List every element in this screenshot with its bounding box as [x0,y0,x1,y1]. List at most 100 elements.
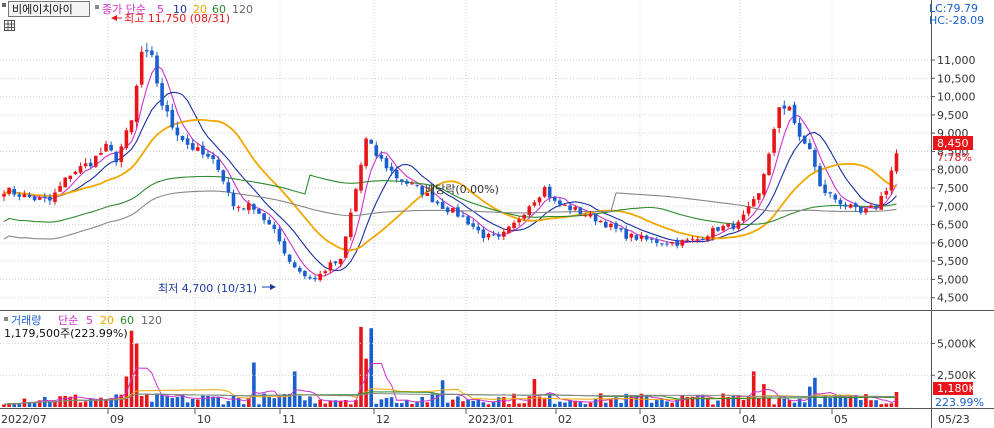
volume-bar [491,401,496,407]
volume-bar [394,402,399,407]
candle-body [537,197,542,203]
candle-body [716,227,720,231]
volume-bar [328,400,333,407]
low-arrow-icon [270,284,276,290]
candle-body [894,153,899,172]
candle-body [185,138,190,145]
volume-bar [83,401,88,407]
volume-bar [435,394,440,407]
volume-bar [879,404,883,407]
candle-body [389,166,394,171]
candle-body [481,229,486,238]
volume-bar [476,399,481,407]
volume-bar [889,403,894,407]
volume-bar [639,393,644,407]
volume-bar [211,396,215,407]
volume-bar [553,403,557,407]
candle-body [476,226,481,231]
volume-bar [471,400,475,407]
candle-body [12,189,16,195]
candle-body [262,213,266,221]
candle-body [848,204,853,208]
volume-bar [231,395,236,407]
candle-body [318,273,322,281]
candle-body [400,179,404,182]
ma-line-60 [3,174,897,226]
candle-body [231,192,236,207]
volume-bar [848,395,853,407]
volume-bar [609,398,613,407]
candle-body [190,143,195,150]
current-change: 7.78% [937,151,972,164]
volume-bar [150,401,154,407]
volume-bar [655,400,659,407]
volume-bar [400,403,404,407]
candle-body [308,277,312,279]
candle-body [201,145,205,155]
candle-body [364,138,368,167]
price-tick-label: 6,500 [937,219,969,232]
volume-bar [818,404,822,407]
candle-body [542,187,547,197]
grid-toggle-icon[interactable] [4,20,15,31]
candle-body [751,199,756,207]
volume-bar [456,396,460,407]
volume-bar [323,403,328,407]
price-tick-label: 5,500 [937,255,969,268]
volume-bar [78,402,83,407]
candle-body [384,157,389,169]
volume-bar [318,399,322,407]
candle-body [343,236,348,258]
candle-body [649,238,654,240]
volume-bar [155,393,159,407]
volume-bar [425,402,430,407]
stock-name-box[interactable] [8,1,90,17]
x-tick-label: 2022/07 [1,413,47,426]
volume-ma-5: 5 [86,314,93,327]
volume-bar [507,404,511,407]
volume-bar [823,395,827,407]
candle-body [226,182,231,193]
volume-bar [201,395,205,407]
volume-current-label: 1,180K [937,382,976,395]
candle-body [313,277,317,280]
volume-bar [7,403,11,407]
candle-body [114,152,118,163]
volume-bar [706,398,710,407]
price-tick-label: 4,500 [937,292,969,305]
volume-bar [894,391,899,407]
candle-body [73,171,78,175]
volume-bar [226,401,231,407]
candle-body [440,202,445,209]
candle-body [17,194,22,197]
candle-body [7,187,11,194]
candle-body [578,207,583,215]
candle-body [808,143,812,150]
volume-bar [573,400,577,407]
volume-bar [277,394,282,407]
candle-body [655,239,659,243]
volume-bar [160,393,164,407]
volume-bar [343,400,348,407]
x-tick-label: 05 [834,413,848,426]
candle-body [415,184,419,186]
candle-body [338,258,343,265]
candle-body [726,223,730,227]
volume-bar [114,394,118,407]
candle-body [430,191,435,203]
volume-bar [813,377,817,407]
candle-body [639,235,644,239]
candle-body [629,233,634,238]
candle-body [359,164,363,191]
menu-dot-icon[interactable] [2,3,6,7]
volume-bar [843,396,848,407]
current-price: 8,450 [937,137,969,150]
candle-body [823,184,827,194]
volume-bar [558,401,562,407]
candle-body [787,106,792,111]
volume-bar [604,402,608,407]
volume-ma-lines [3,362,897,405]
candle-body [889,170,894,191]
candle-body [573,207,577,210]
